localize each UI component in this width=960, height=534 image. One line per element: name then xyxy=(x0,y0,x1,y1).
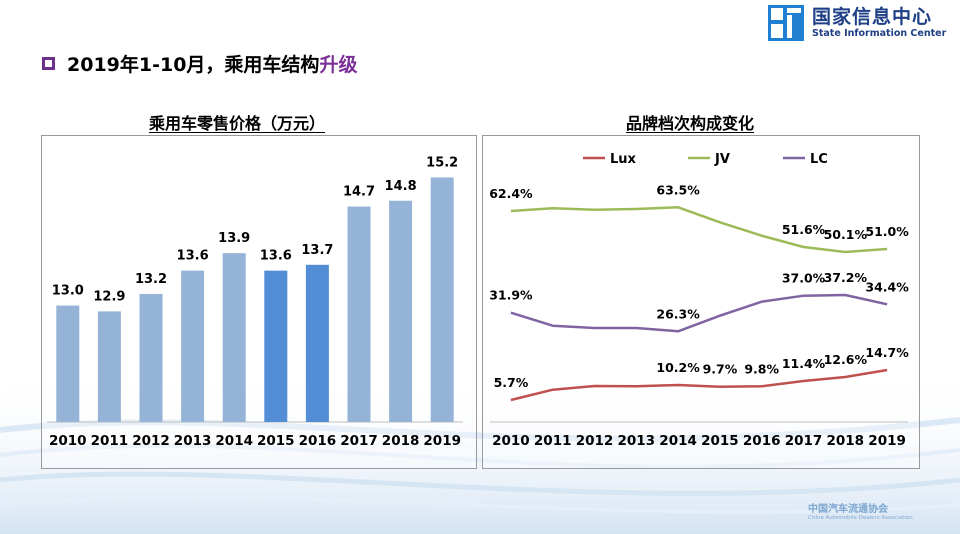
price-bar-label-2018: 14.8 xyxy=(385,179,417,194)
sic-logo-icon xyxy=(768,5,804,41)
price-bar-2011 xyxy=(97,311,121,422)
slide-title: 2019年1-10月，乘用车结构 升级 xyxy=(42,50,357,77)
state-information-center-logo: 国家信息中心 State Information Center xyxy=(768,5,946,41)
price-bar-2017 xyxy=(347,206,371,422)
price-bar-2014 xyxy=(222,253,246,422)
brand-x-tick-2010: 2010 xyxy=(492,433,530,449)
data-label-lc-2019: 34.4% xyxy=(865,279,909,294)
price-bar-label-2014: 13.9 xyxy=(218,231,250,246)
price-bar-2010 xyxy=(56,305,80,422)
price-x-tick-2012: 2012 xyxy=(132,433,170,449)
cada-logo: 中国汽车流通协会 China Automobile Dealers Associ… xyxy=(808,500,913,521)
price-bar-2013 xyxy=(181,270,205,422)
price-bar-label-2012: 13.2 xyxy=(135,272,167,287)
data-label-lux-2010: 5.7% xyxy=(494,375,529,390)
price-bar-2018 xyxy=(389,200,413,422)
price-bar-2015 xyxy=(264,270,288,422)
data-label-lc-2017: 37.0% xyxy=(782,271,826,286)
price-bar-label-2019: 15.2 xyxy=(426,155,458,170)
price-bar-2019 xyxy=(430,177,454,422)
slide-title-main: 2019年1-10月，乘用车结构 xyxy=(67,54,320,76)
data-label-lux-2019: 14.7% xyxy=(865,345,909,360)
brand-x-tick-2012: 2012 xyxy=(576,433,614,449)
brand-x-tick-2019: 2019 xyxy=(868,433,906,449)
price-bar-chart: 13.0 2010 12.9 2011 13.2 2012 13.6 2013 13.9 2014… xyxy=(47,155,463,449)
title-bullet-icon xyxy=(42,57,55,70)
brand-x-tick-2016: 2016 xyxy=(743,433,781,449)
price-x-tick-2019: 2019 xyxy=(423,433,461,449)
brand-x-tick-2011: 2011 xyxy=(534,433,572,449)
data-label-lux-2014: 10.2% xyxy=(656,360,700,375)
price-x-tick-2013: 2013 xyxy=(174,433,212,449)
data-label-jv-2010: 62.4% xyxy=(489,186,533,201)
logo-english-name: State Information Center xyxy=(812,28,947,39)
data-label-lux-2016: 9.8% xyxy=(744,361,779,376)
price-bar-2016 xyxy=(305,264,329,422)
data-label-lc-2018: 37.2% xyxy=(824,270,868,285)
data-label-jv-2019: 51.0% xyxy=(865,224,909,239)
price-bar-label-2017: 14.7 xyxy=(343,185,375,200)
price-x-tick-2010: 2010 xyxy=(49,433,87,449)
price-x-tick-2016: 2016 xyxy=(299,433,337,449)
price-bar-label-2011: 12.9 xyxy=(93,289,125,304)
data-label-lux-2017: 11.4% xyxy=(782,356,826,371)
price-x-tick-2014: 2014 xyxy=(215,433,253,449)
brand-x-tick-2015: 2015 xyxy=(701,433,739,449)
legend-label-jv: JV xyxy=(714,152,730,167)
data-label-lux-2015: 9.7% xyxy=(703,362,738,377)
price-chart-title: 乘用车零售价格（万元） xyxy=(149,114,326,133)
price-x-tick-2018: 2018 xyxy=(382,433,420,449)
price-x-tick-2015: 2015 xyxy=(257,433,295,449)
data-label-lux-2018: 12.6% xyxy=(824,352,868,367)
data-label-lc-2014: 26.3% xyxy=(656,306,700,321)
price-bar-label-2016: 13.7 xyxy=(301,243,333,258)
price-x-tick-2017: 2017 xyxy=(340,433,378,449)
data-label-lc-2010: 31.9% xyxy=(489,288,533,303)
brand-line-chart: Lux JV LC 5.7% 10.2% 9.7% 9.8% 11.4%12.6%14.7% 6… xyxy=(489,152,909,449)
brand-x-tick-2018: 2018 xyxy=(827,433,865,449)
footer-english-name: China Automobile Dealers Association xyxy=(808,515,913,521)
brand-chart-panel xyxy=(482,135,920,469)
brand-x-tick-2017: 2017 xyxy=(785,433,823,449)
price-bar-label-2010: 13.0 xyxy=(52,284,84,299)
footer-chinese-name: 中国汽车流通协会 xyxy=(808,504,888,515)
brand-x-tick-2014: 2014 xyxy=(659,433,697,449)
price-bar-label-2013: 13.6 xyxy=(177,249,209,264)
legend-label-lc: LC xyxy=(810,152,828,167)
price-bar-label-2015: 13.6 xyxy=(260,249,292,264)
series-line-lux xyxy=(510,368,888,402)
series-line-lc xyxy=(510,293,888,333)
brand-chart-title: 品牌档次构成变化 xyxy=(626,114,755,133)
slide-title-accent: 升级 xyxy=(319,54,358,76)
legend-label-lux: Lux xyxy=(610,152,637,167)
series-line-jv xyxy=(510,206,888,254)
price-bar-2012 xyxy=(139,293,163,422)
data-label-jv-2017: 51.6% xyxy=(782,222,826,237)
price-x-tick-2011: 2011 xyxy=(91,433,129,449)
data-label-jv-2014: 63.5% xyxy=(656,182,700,197)
data-label-jv-2018: 50.1% xyxy=(824,227,868,242)
logo-chinese-name: 国家信息中心 xyxy=(812,6,933,28)
brand-x-tick-2013: 2013 xyxy=(618,433,656,449)
